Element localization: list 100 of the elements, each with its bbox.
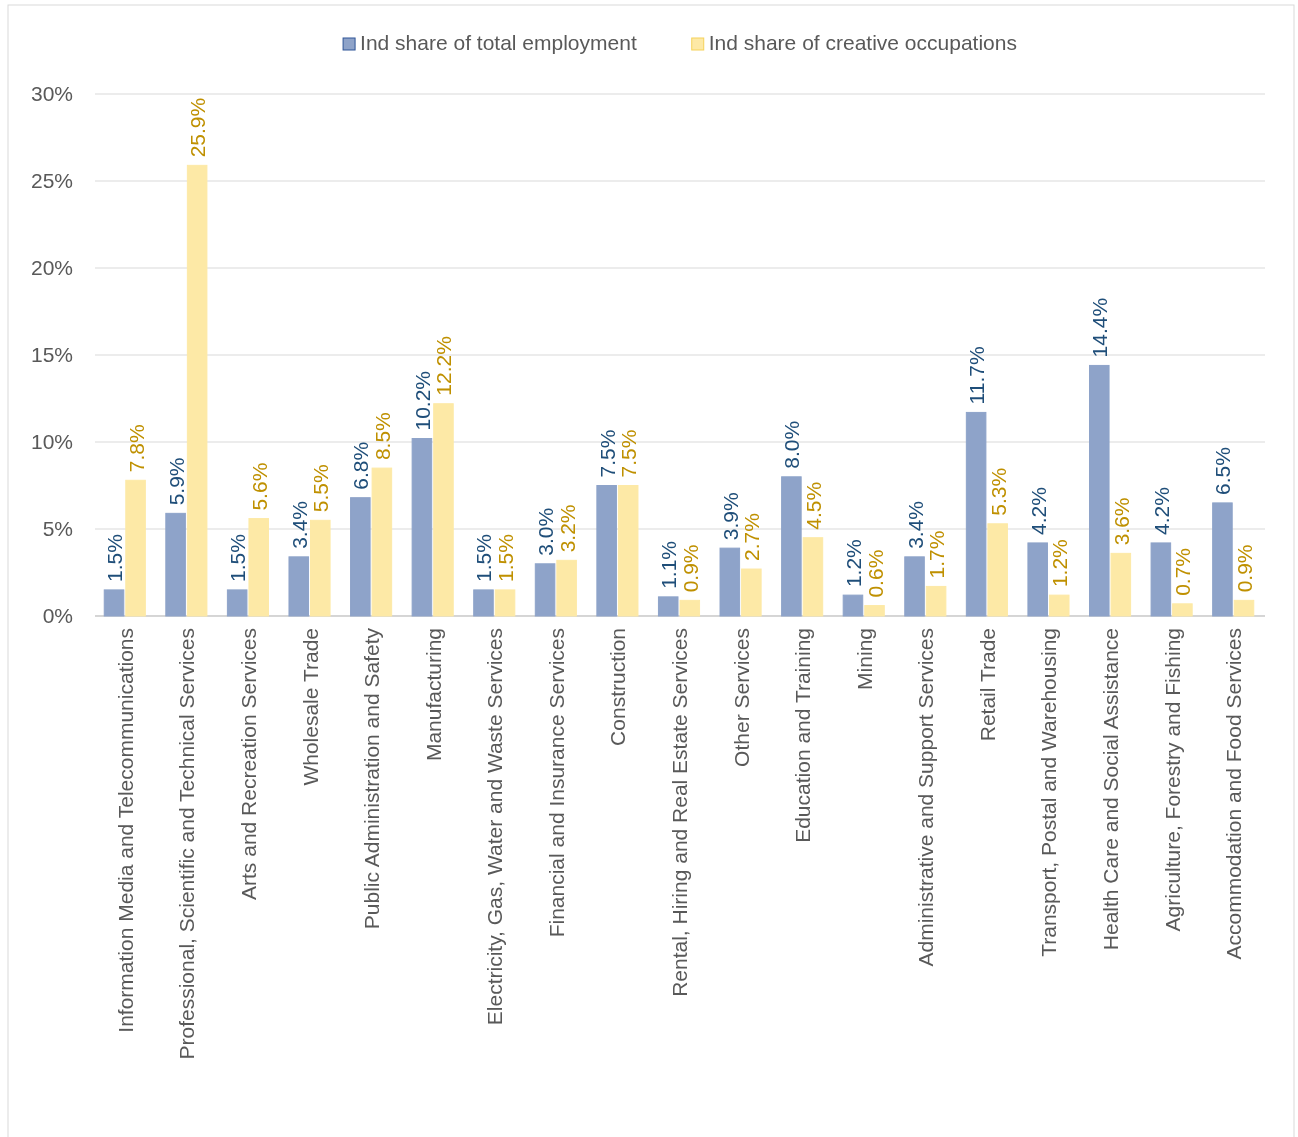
bar	[596, 485, 617, 617]
data-label: 7.8%	[124, 424, 148, 473]
x-tick-label: Financial and Insurance Services	[544, 628, 568, 938]
bar	[473, 589, 494, 617]
x-tick-label: Transport, Postal and Warehousing	[1037, 628, 1061, 957]
legend-label: Ind share of total employment	[360, 31, 637, 54]
bar	[125, 479, 146, 617]
data-label: 3.2%	[555, 504, 579, 553]
data-label: 4.2%	[1149, 487, 1173, 535]
bar	[226, 589, 248, 617]
data-label: 1.5%	[103, 534, 127, 582]
data-label: 0.9%	[678, 544, 702, 593]
y-tick-label: 15%	[30, 343, 73, 367]
x-tick-label: Professional, Scientific and Technical Services	[175, 628, 199, 1060]
data-label: 1.2%	[841, 539, 865, 588]
bar	[350, 497, 371, 617]
data-label: 7.5%	[617, 429, 641, 478]
bar	[842, 594, 864, 617]
data-label: 10.2%	[410, 370, 434, 431]
bar	[965, 411, 987, 617]
data-label: 1.5%	[494, 534, 518, 582]
data-label: 6.5%	[1211, 447, 1235, 495]
bar	[1089, 364, 1110, 617]
bar	[534, 563, 556, 617]
bar	[1212, 502, 1233, 617]
x-tick-label: Information Media and Telecommunications	[113, 628, 137, 1033]
bar	[1172, 603, 1193, 617]
x-tick-label: Accommodation and Food Services	[1222, 628, 1246, 960]
x-tick-label: Retail Trade	[975, 628, 999, 742]
bar	[1150, 542, 1172, 617]
data-label: 0.7%	[1171, 547, 1195, 596]
bar	[904, 556, 925, 617]
bar	[1233, 599, 1255, 617]
bar	[679, 599, 701, 617]
bar	[288, 556, 310, 617]
data-label: 11.7%	[965, 346, 989, 405]
bar	[1110, 552, 1132, 617]
x-tick-label: Electricity, Gas, Water and Waste Services	[483, 628, 507, 1026]
y-tick-label: 25%	[30, 169, 73, 193]
bar	[1048, 594, 1070, 617]
data-label: 0.9%	[1232, 544, 1256, 593]
bar	[925, 585, 947, 617]
bar	[802, 537, 824, 617]
data-label: 5.9%	[164, 457, 188, 506]
data-label: 4.5%	[801, 481, 825, 530]
bar	[165, 512, 186, 617]
bar	[494, 589, 516, 617]
data-label: 25.9%	[186, 97, 210, 158]
x-tick-label: Agriculture, Forestry and Fishing	[1160, 628, 1184, 932]
x-tick-label: Wholesale Trade	[298, 628, 322, 786]
bar	[310, 519, 331, 617]
y-tick-label: 5%	[42, 517, 73, 541]
bar	[1027, 542, 1048, 617]
x-tick-label: Manufacturing	[421, 628, 445, 762]
bar	[433, 403, 454, 617]
y-tick-label: 30%	[30, 82, 73, 106]
bar	[781, 476, 802, 617]
data-label: 8.0%	[780, 420, 804, 469]
x-tick-label: Health Care and Social Assistance	[1099, 628, 1123, 951]
x-tick-label: Administrative and Support Services	[914, 628, 938, 967]
bar	[657, 596, 679, 617]
bar	[864, 605, 885, 617]
data-label: 1.7%	[925, 530, 949, 579]
y-tick-label: 20%	[30, 256, 73, 280]
bar	[248, 518, 269, 617]
data-label: 5.5%	[309, 464, 333, 513]
bar	[186, 164, 208, 617]
y-tick-label: 10%	[30, 430, 73, 454]
data-label: 5.6%	[247, 462, 271, 511]
data-label: 1.5%	[472, 534, 496, 582]
bar	[556, 559, 577, 617]
data-label: 3.6%	[1109, 497, 1133, 546]
y-tick-label: 0%	[42, 604, 73, 628]
legend-label: Ind share of creative occupations	[708, 31, 1017, 54]
bar	[987, 523, 1008, 617]
x-tick-label: Mining	[852, 628, 876, 690]
data-label: 12.2%	[432, 336, 456, 396]
x-tick-label: Education and Training	[791, 628, 815, 843]
x-tick-label: Rental, Hiring and Real Estate Services	[668, 628, 691, 997]
data-label: 7.5%	[595, 429, 619, 478]
bar	[103, 589, 125, 617]
x-tick-label: Other Services	[729, 628, 753, 767]
data-label: 1.1%	[657, 540, 681, 589]
data-label: 2.7%	[740, 513, 764, 562]
data-label: 3.4%	[287, 500, 311, 549]
data-label: 0.6%	[863, 549, 887, 598]
data-label: 3.9%	[718, 492, 742, 541]
x-tick-label: Arts and Recreation Services	[236, 628, 260, 900]
bar	[719, 547, 741, 617]
x-tick-label: Construction	[606, 628, 630, 746]
data-label: 4.2%	[1026, 487, 1050, 535]
bar	[741, 568, 762, 617]
data-label: 1.5%	[226, 534, 250, 582]
data-label: 5.3%	[986, 467, 1010, 516]
bar	[617, 485, 639, 617]
data-label: 8.5%	[370, 412, 394, 461]
x-tick-label: Public Administration and Safety	[360, 627, 384, 930]
data-label: 6.8%	[349, 441, 373, 490]
bar	[371, 467, 393, 617]
data-label: 14.4%	[1088, 297, 1112, 358]
